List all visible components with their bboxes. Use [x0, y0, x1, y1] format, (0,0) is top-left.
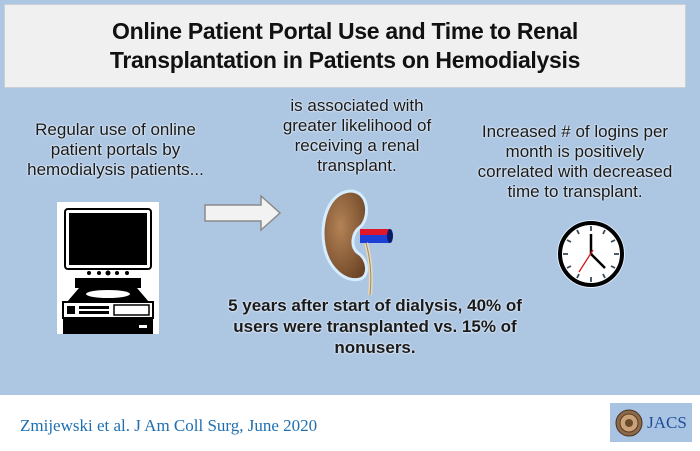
title-line-1: Online Patient Portal Use and Time to Re… — [112, 18, 578, 44]
infographic-panel: Online Patient Portal Use and Time to Re… — [0, 0, 700, 395]
computer-icon — [57, 202, 159, 334]
middle-text: is associated with greater likelihood of… — [262, 96, 452, 176]
right-text-line: correlated with decreased — [477, 162, 673, 181]
left-text-line: Regular use of online — [35, 120, 196, 139]
right-text: Increased # of logins per month is posit… — [470, 122, 680, 202]
middle-text-line: receiving a renal — [294, 136, 420, 155]
title-box: Online Patient Portal Use and Time to Re… — [4, 4, 686, 88]
bottom-text-line: users were transplanted vs. 15% of — [233, 317, 517, 336]
left-text-line: patient portals by — [50, 140, 181, 159]
citation: Zmijewski et al. J Am Coll Surg, June 20… — [20, 416, 318, 435]
bottom-text-line: nonusers. — [334, 338, 416, 357]
right-text-line: Increased # of logins per — [481, 122, 669, 141]
jacs-seal-icon — [615, 409, 643, 436]
jacs-logo-text: JACS — [647, 412, 687, 432]
kidney-icon — [321, 189, 393, 296]
right-text-line: time to transplant. — [507, 182, 643, 201]
middle-text-line: is associated with — [290, 96, 424, 115]
middle-text-line: transplant. — [317, 156, 397, 175]
middle-text-line: greater likelihood of — [282, 116, 432, 135]
right-text-line: month is positively — [505, 142, 645, 161]
bottom-text-line: 5 years after start of dialysis, 40% of — [228, 296, 522, 315]
arrow-right-icon — [204, 194, 282, 232]
bottom-result-text: 5 years after start of dialysis, 40% of … — [210, 295, 540, 358]
clock-icon — [557, 220, 625, 288]
left-text: Regular use of online patient portals by… — [8, 120, 223, 180]
jacs-logo: JACS — [610, 403, 692, 442]
page-title: Online Patient Portal Use and Time to Re… — [109, 17, 581, 75]
title-line-2: Transplantation in Patients on Hemodialy… — [109, 47, 581, 73]
left-text-line: hemodialysis patients... — [27, 160, 204, 179]
